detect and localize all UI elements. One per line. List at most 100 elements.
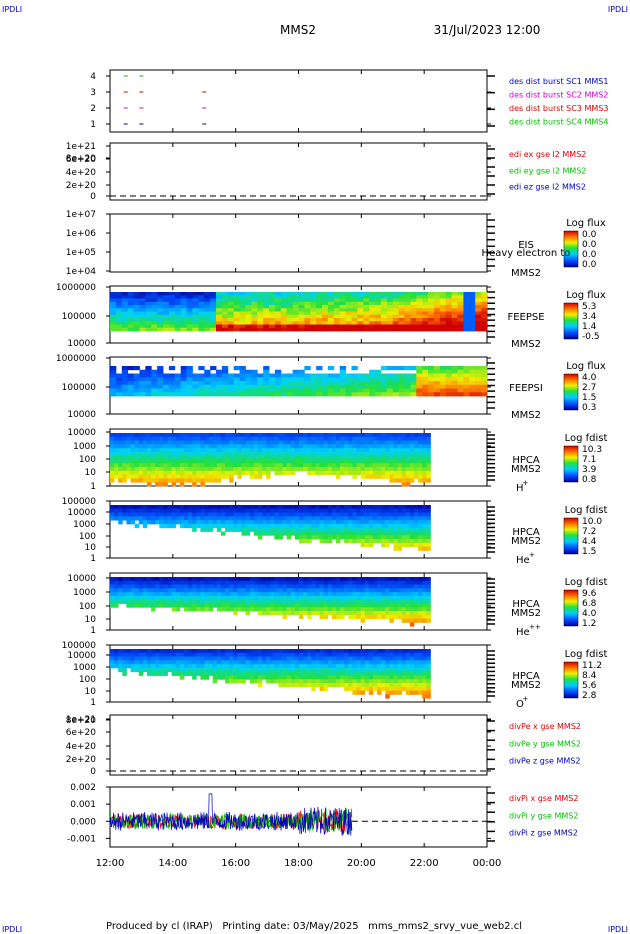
spectrogram-cell bbox=[333, 327, 341, 332]
spectrogram-cell bbox=[145, 369, 152, 374]
spectrogram-cell bbox=[351, 373, 358, 378]
spectrogram-cell bbox=[360, 614, 366, 620]
spectrogram-cell bbox=[115, 318, 123, 322]
spectrogram-cell bbox=[322, 311, 329, 316]
spectrogram-cell bbox=[274, 603, 279, 608]
spectrogram-cell bbox=[257, 512, 263, 517]
spectrogram-cell bbox=[186, 377, 193, 382]
spectrogram-cell bbox=[433, 324, 441, 329]
spectrogram-cell bbox=[134, 656, 140, 661]
spectrogram-cell bbox=[319, 535, 325, 540]
spectrogram-cell bbox=[138, 463, 144, 468]
spectrogram-cell bbox=[368, 512, 374, 517]
spectrogram-cell bbox=[241, 516, 246, 521]
spectrogram-cell bbox=[426, 671, 431, 676]
spectrogram-cell bbox=[179, 652, 185, 657]
spectrogram-cell bbox=[249, 588, 255, 593]
spectrogram-cell bbox=[138, 592, 144, 597]
spectrogram-cell bbox=[401, 580, 407, 585]
y-tick-label: 2e+20 bbox=[66, 181, 97, 191]
spectrogram-cell bbox=[278, 451, 283, 457]
spectrogram-cell bbox=[389, 649, 394, 654]
spectrogram-cell bbox=[348, 451, 353, 457]
spectrogram-cell bbox=[422, 671, 427, 676]
spectrogram-cell bbox=[168, 388, 176, 393]
spectrogram-cell bbox=[351, 327, 358, 332]
spectrogram-cell bbox=[220, 577, 226, 582]
spectrogram-cell bbox=[386, 321, 394, 325]
spectrogram-cell bbox=[225, 603, 230, 608]
spectrogram-cell bbox=[327, 384, 335, 389]
spectrogram-cell bbox=[274, 455, 279, 460]
spectrogram-cell bbox=[183, 523, 189, 529]
spectrogram-cell bbox=[439, 369, 447, 374]
spectrogram-cell bbox=[409, 467, 415, 472]
spectrogram-cell bbox=[186, 298, 193, 303]
spectrogram-cell bbox=[372, 675, 378, 680]
spectrogram-cell bbox=[451, 298, 458, 303]
spectrogram-cell bbox=[422, 298, 429, 303]
spectrogram-cell bbox=[274, 321, 282, 325]
spectrogram-cell bbox=[225, 595, 230, 601]
spectrogram-cell bbox=[122, 595, 127, 601]
spectrogram-cell bbox=[339, 314, 347, 319]
spectrogram-cell bbox=[392, 295, 400, 299]
spectrogram-cell bbox=[204, 527, 209, 532]
legend-entry: divPe y gse MMS2 bbox=[509, 739, 581, 748]
spectrogram-cell bbox=[115, 388, 123, 393]
spectrogram-cell bbox=[130, 580, 136, 585]
spectrogram-cell bbox=[225, 520, 230, 525]
spectrogram-cell bbox=[409, 455, 415, 460]
spectrogram-cell bbox=[200, 467, 205, 472]
spectrogram-cell bbox=[316, 384, 323, 389]
spectrogram-cell bbox=[307, 512, 312, 517]
spectrogram-cell bbox=[481, 377, 488, 382]
spectrogram-cell bbox=[372, 603, 378, 608]
spectrogram-cell bbox=[357, 321, 364, 325]
spectrogram-cell bbox=[110, 580, 115, 585]
spectrogram-cell bbox=[227, 327, 235, 332]
spectrogram-cell bbox=[237, 599, 242, 604]
spectrogram-cell bbox=[237, 660, 242, 665]
spectrogram-cell bbox=[372, 459, 378, 464]
spectrogram-cell bbox=[179, 455, 185, 460]
spectrogram-cell bbox=[401, 683, 407, 688]
spectrogram-cell bbox=[340, 584, 345, 589]
spectrogram-cell bbox=[262, 440, 267, 445]
spectrogram-cell bbox=[278, 505, 283, 510]
spectrogram-cell bbox=[372, 436, 378, 441]
spectrogram-cell bbox=[204, 308, 211, 312]
spectrogram-cell bbox=[270, 433, 275, 438]
spectrogram-cell bbox=[352, 660, 357, 665]
spectrogram-cell bbox=[146, 599, 152, 604]
spectrogram-cell bbox=[345, 318, 352, 322]
spectrogram-cell bbox=[327, 305, 335, 309]
spectrogram-cell bbox=[122, 463, 127, 468]
spectrogram-cell bbox=[241, 660, 246, 665]
spectrogram-cell bbox=[335, 474, 341, 479]
spectrogram-cell bbox=[344, 664, 349, 669]
spectrogram-cell bbox=[385, 588, 390, 593]
spectrogram-cell bbox=[126, 512, 131, 517]
spectrogram-cell bbox=[282, 580, 288, 585]
spectrogram-cell bbox=[151, 455, 156, 460]
spectrogram-cell bbox=[151, 520, 156, 525]
spectrogram-cell bbox=[303, 508, 308, 513]
spectrogram-cell bbox=[134, 459, 140, 464]
spectrogram-cell bbox=[263, 321, 270, 325]
spectrogram-cell bbox=[253, 520, 259, 525]
spectrogram-cell bbox=[127, 321, 134, 325]
spectrogram-cell bbox=[245, 440, 251, 445]
spectrogram-cell bbox=[345, 311, 352, 316]
spectrogram-cell bbox=[139, 298, 146, 303]
spectrogram-cell bbox=[357, 301, 364, 306]
spectrogram-cell bbox=[422, 305, 429, 309]
spectrogram-cell bbox=[188, 520, 193, 525]
spectrogram-cell bbox=[352, 470, 357, 476]
spectrogram-cell bbox=[294, 463, 300, 468]
spectrogram-cell bbox=[397, 614, 403, 620]
spectrogram-cell bbox=[269, 377, 276, 382]
spectrogram-cell bbox=[475, 318, 482, 322]
spectrogram-cell bbox=[263, 305, 270, 309]
spectrogram-cell bbox=[237, 671, 242, 676]
